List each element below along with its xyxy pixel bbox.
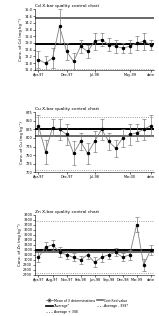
Y-axis label: Conc. of Zn (mg kg⁻¹): Conc. of Zn (mg kg⁻¹) xyxy=(18,223,22,266)
Text: Zn X-bar quality control chart: Zn X-bar quality control chart xyxy=(35,210,99,214)
Text: Cd X-bar quality control chart: Cd X-bar quality control chart xyxy=(35,4,99,9)
Y-axis label: Conc. of Cd (mg kg⁻¹): Conc. of Cd (mg kg⁻¹) xyxy=(19,18,23,61)
Legend: Mean of 3 determinations, "Average", Average + 3SE, Certified value, Average - 3: Mean of 3 determinations, "Average", Ave… xyxy=(46,298,129,314)
Text: Cu X-bar quality control chart: Cu X-bar quality control chart xyxy=(35,107,99,111)
Y-axis label: Conc. of Cu (mg kg⁻¹): Conc. of Cu (mg kg⁻¹) xyxy=(20,121,24,164)
